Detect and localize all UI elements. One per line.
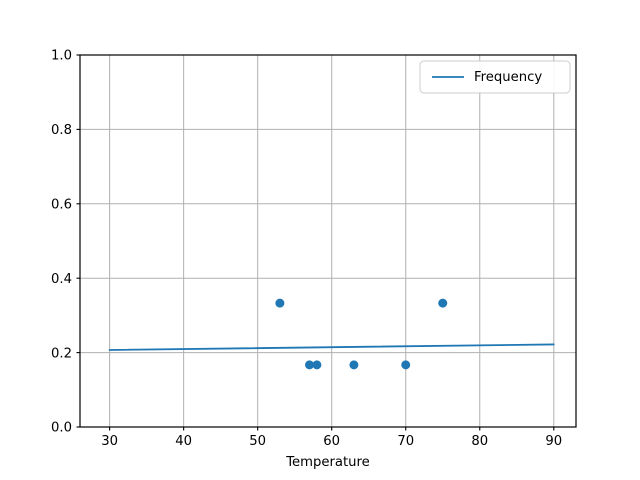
x-tick-label: 50 bbox=[249, 434, 266, 449]
x-tick-label: 60 bbox=[323, 434, 340, 449]
scatter-point bbox=[401, 360, 411, 370]
x-tick-label: 40 bbox=[175, 434, 192, 449]
y-tick-label: 1.0 bbox=[51, 49, 72, 64]
tick-marks bbox=[76, 54, 555, 431]
y-tick-label: 0.8 bbox=[51, 123, 72, 138]
x-tick-label: 70 bbox=[397, 434, 414, 449]
trend-line-frequency bbox=[108, 343, 555, 351]
legend-box bbox=[419, 60, 571, 94]
x-axis-title: Temperature bbox=[285, 455, 370, 470]
x-tick-label: 30 bbox=[101, 434, 118, 449]
scatter-point bbox=[312, 360, 322, 370]
y-tick-label: 0.0 bbox=[51, 421, 72, 436]
axes-frame bbox=[79, 54, 577, 428]
legend-label-frequency: Frequency bbox=[474, 70, 542, 85]
y-tick-label: 0.6 bbox=[51, 198, 72, 213]
y-tick-label: 0.2 bbox=[51, 346, 72, 361]
axes-spines bbox=[79, 54, 577, 428]
tick-labels: 30 40 50 60 70 80 90 0.0 0.2 0.4 0.6 0.8 1.0 bbox=[51, 49, 562, 449]
scatter-point bbox=[438, 298, 448, 308]
x-tick-label: 80 bbox=[471, 434, 488, 449]
gridlines bbox=[80, 55, 576, 427]
scatter-point bbox=[275, 298, 285, 308]
scatter-point bbox=[349, 360, 359, 370]
chart-legend[interactable]: Frequency bbox=[419, 60, 571, 94]
x-tick-label: 90 bbox=[545, 434, 562, 449]
data-layer bbox=[108, 298, 555, 370]
y-tick-label: 0.4 bbox=[51, 272, 72, 287]
scatter-point bbox=[304, 360, 314, 370]
